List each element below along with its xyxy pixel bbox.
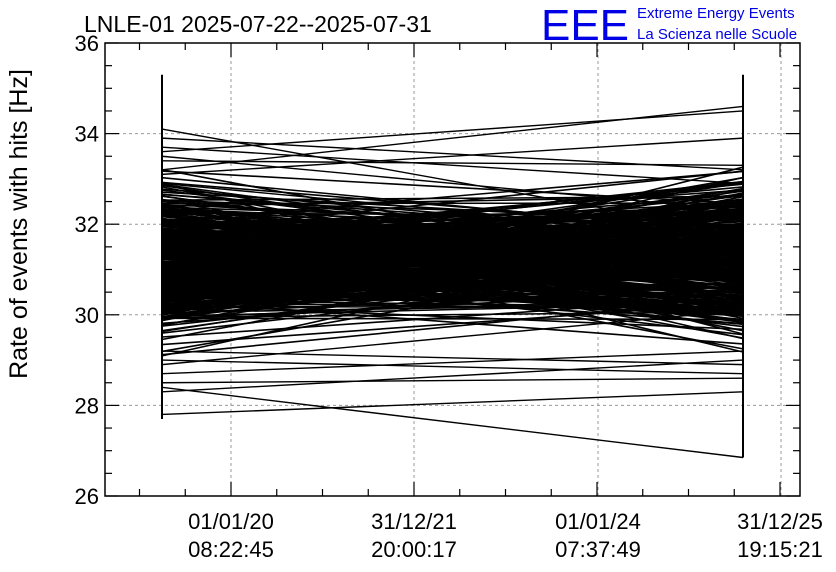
series-segment-outlier-10	[161, 137, 744, 171]
series-segment	[161, 302, 744, 346]
series-segment	[161, 245, 744, 307]
series-segment-outlier-15	[161, 105, 744, 171]
series-segment-outlier-6	[161, 110, 744, 153]
series-segment	[161, 230, 744, 236]
x-tick-labels: 01/01/20 08:22:45 31/12/21 20:00:17 01/01/24…	[188, 509, 823, 562]
logo-line-2: La Scienza nelle Scuole	[637, 26, 797, 43]
series-segment	[161, 258, 744, 312]
series-segment-outlier-4	[161, 146, 744, 185]
series-segment	[161, 287, 744, 310]
series-segment	[161, 231, 744, 266]
series-segment	[161, 254, 744, 309]
series-segment-outlier-0	[161, 128, 744, 234]
y-tick-label-5: 36	[75, 31, 99, 56]
logo-line-1: Extreme Energy Events	[637, 5, 795, 22]
plot-series	[161, 74, 744, 459]
series-segment	[161, 221, 744, 249]
series-segment	[161, 170, 744, 205]
y-tick-label-3: 32	[75, 212, 99, 237]
series-segment-outlier-12	[161, 155, 744, 212]
series-segment-outlier-14	[161, 350, 744, 366]
x-tick-date-1: 31/12/21	[371, 509, 457, 534]
series-segment-outlier-2	[161, 359, 744, 393]
series-segment	[161, 303, 744, 331]
axes	[104, 42, 801, 497]
series-segment	[161, 253, 744, 258]
series-segment-outlier-13	[161, 309, 744, 366]
x-tick-time-3: 19:15:21	[737, 537, 823, 562]
series-segment	[161, 250, 744, 295]
logo-mark: EEE	[541, 1, 629, 50]
series-segment-outlier-3	[161, 377, 744, 384]
series-segment	[161, 213, 744, 264]
y-tick-label-1: 28	[75, 393, 99, 418]
y-tick-labels: 26 28 30 32 34 36	[75, 31, 99, 509]
series-segment-outlier-9	[161, 359, 744, 375]
series-segment-outlier-7	[161, 137, 744, 176]
x-tick-time-1: 20:00:17	[371, 537, 457, 562]
chart-title: LNLE-01 2025-07-22--2025-07-31	[84, 11, 432, 37]
y-axis-label: Rate of events with hits [Hz]	[5, 69, 33, 379]
series-segment-outlier-1	[161, 391, 744, 416]
x-tick-date-2: 01/01/24	[555, 509, 641, 534]
series-segment-outlier-16	[161, 182, 744, 239]
series-segment-outlier-8	[161, 386, 744, 459]
series-segment	[161, 272, 744, 311]
series-segment	[161, 232, 744, 250]
y-tick-label-4: 34	[75, 122, 99, 147]
x-tick-date-0: 01/01/20	[188, 509, 274, 534]
x-tick-time-2: 07:37:49	[555, 537, 641, 562]
y-tick-label-0: 26	[75, 484, 99, 509]
series-segment	[161, 232, 744, 303]
eee-logo: EEE Extreme Energy Events La Scienza nel…	[541, 1, 797, 50]
series-segment	[161, 203, 744, 314]
x-tick-time-0: 08:22:45	[188, 537, 274, 562]
series-segment	[161, 208, 744, 300]
series-segment-outlier-11	[161, 350, 744, 375]
x-tick-date-3: 31/12/25	[737, 509, 823, 534]
y-tick-label-2: 30	[75, 303, 99, 328]
series-segment	[161, 266, 744, 293]
